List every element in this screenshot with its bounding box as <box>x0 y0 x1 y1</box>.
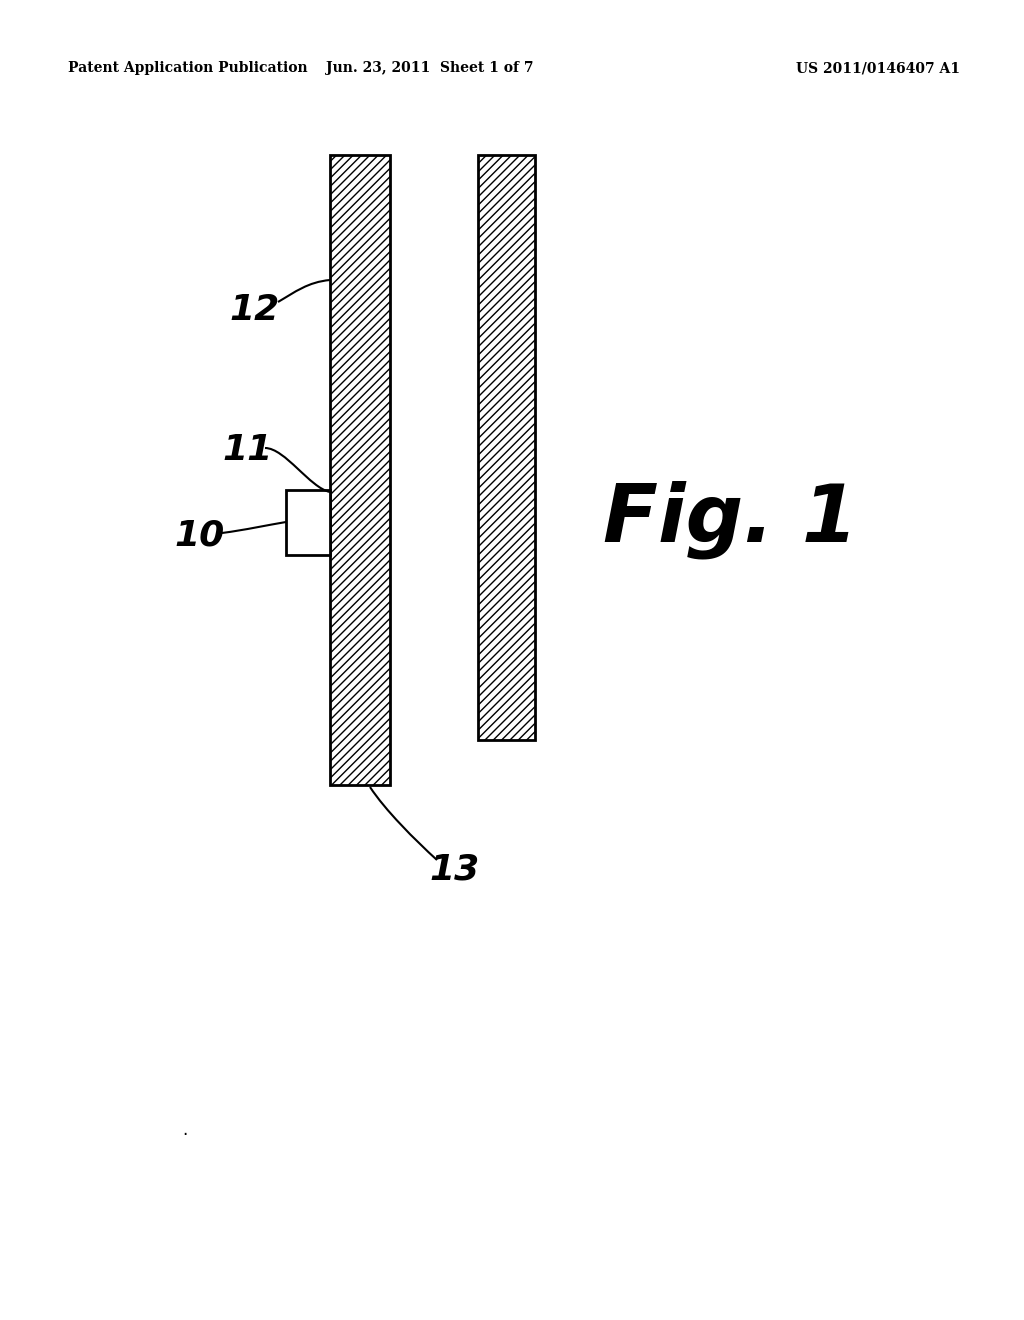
Text: 10: 10 <box>175 517 225 552</box>
Text: 13: 13 <box>430 853 480 887</box>
Bar <box>286 490 330 554</box>
Text: Patent Application Publication: Patent Application Publication <box>68 61 307 75</box>
Text: 11: 11 <box>223 433 273 467</box>
Text: 12: 12 <box>229 293 281 327</box>
Bar <box>478 154 535 741</box>
Text: Fig. 1: Fig. 1 <box>602 480 857 560</box>
Text: .: . <box>182 1121 187 1139</box>
Bar <box>330 154 390 785</box>
Text: Jun. 23, 2011  Sheet 1 of 7: Jun. 23, 2011 Sheet 1 of 7 <box>327 61 534 75</box>
Text: US 2011/0146407 A1: US 2011/0146407 A1 <box>796 61 961 75</box>
